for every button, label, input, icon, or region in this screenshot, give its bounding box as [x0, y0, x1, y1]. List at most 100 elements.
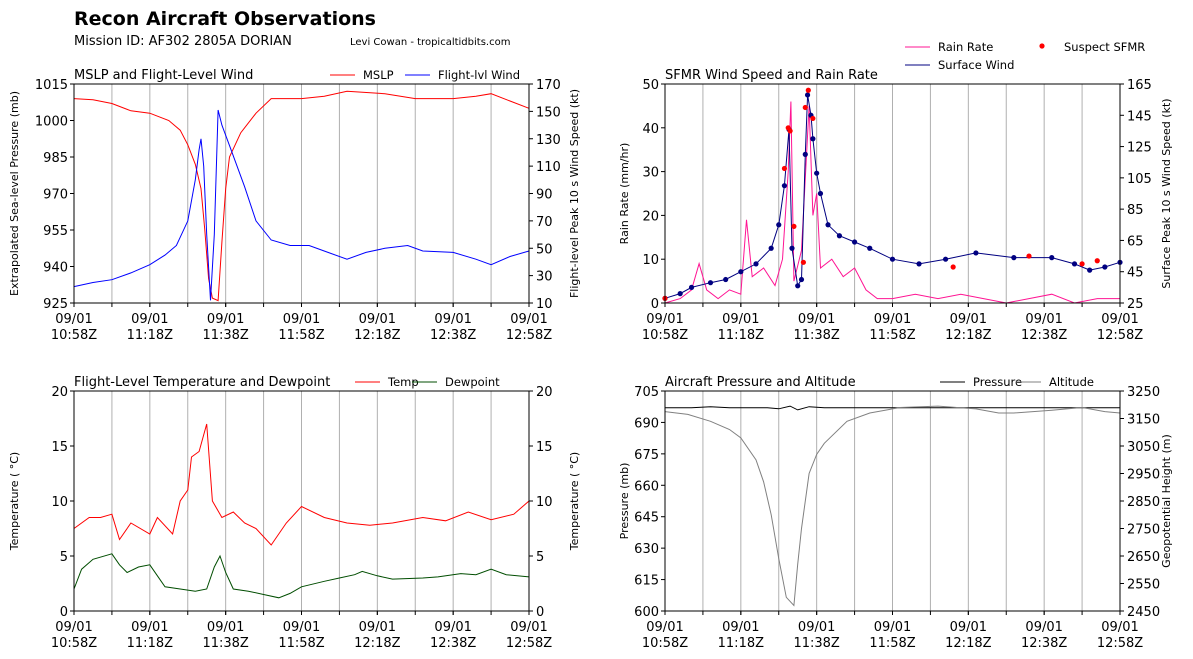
y-axis-label: Pressure (mb)	[618, 463, 631, 540]
x-tick-label: 09/01 11:18Z	[127, 620, 173, 651]
y-tick-label: 600	[634, 605, 659, 620]
chart-panel-1: 09/01 10:58Z 09/01 11:18Z 09/01 11:38Z 09/01 11…	[8, 68, 581, 343]
y-tick-label: 20	[51, 385, 68, 400]
suspect-sfmr-point	[787, 128, 793, 134]
suspect-sfmr-point	[1026, 253, 1032, 259]
y2-axis-label: Flight-level Peak 10 s Wind Speed (kt)	[568, 89, 581, 298]
y-tick-label: 30	[642, 166, 659, 181]
y2-tick-label: 2850	[1127, 495, 1160, 510]
y-tick-label: 1015	[35, 78, 68, 93]
series-line-surface-wind	[664, 94, 1121, 299]
surface-wind-point	[1087, 267, 1093, 273]
y-tick-label: 40	[642, 122, 659, 137]
y2-tick-label: 70	[536, 215, 553, 230]
surface-wind-point	[753, 261, 759, 267]
y2-tick-label: 5	[536, 550, 544, 565]
x-tick-label: 09/01 11:58Z	[869, 620, 915, 651]
y-tick-label: 630	[634, 542, 659, 557]
x-tick-label: 09/01 11:18Z	[127, 312, 173, 343]
legend-label: Temp	[387, 375, 419, 389]
legend: MSLP Flight-lvl Wind	[330, 68, 520, 82]
x-tick-label: 09/01 11:38Z	[202, 620, 248, 651]
surface-wind-point	[1049, 255, 1055, 261]
x-tick-label: 09/01 12:38Z	[1021, 620, 1067, 651]
x-tick-label: 09/01 12:18Z	[354, 312, 400, 343]
y2-tick-label: 90	[536, 188, 553, 203]
surface-wind-point	[802, 151, 808, 157]
y2-tick-label: 3050	[1127, 440, 1160, 455]
suspect-sfmr-point	[800, 259, 806, 265]
surface-wind-point	[851, 239, 858, 245]
y2-tick-label: 3150	[1127, 413, 1160, 428]
series-line-dewpoint	[73, 553, 530, 599]
series-line-flight-lvl-wind	[73, 109, 530, 301]
y-tick-label: 690	[634, 416, 659, 431]
y2-axis-label: Temperature ( °C)	[568, 452, 581, 551]
y2-tick-label: 145	[1127, 109, 1152, 124]
y2-axis-label: Geopotential Height (m)	[1160, 434, 1173, 568]
suspect-sfmr-point	[791, 223, 797, 229]
y-axis-label: Rain Rate (mm/hr)	[618, 143, 631, 245]
y-tick-label: 15	[51, 440, 68, 455]
surface-wind-point	[867, 245, 873, 251]
x-tick-label: 09/01 12:38Z	[430, 312, 476, 343]
y2-tick-label: 170	[536, 78, 561, 93]
x-tick-label: 09/01 12:38Z	[430, 620, 476, 651]
y-tick-label: 985	[43, 151, 68, 166]
surface-wind-point	[825, 222, 831, 228]
legend-label: Surface Wind	[938, 58, 1014, 72]
panel-title: MSLP and Flight-Level Wind	[74, 68, 253, 83]
x-tick-label: 09/01 12:58Z	[506, 312, 552, 343]
y2-tick-label: 2450	[1127, 605, 1160, 620]
y2-tick-label: 125	[1127, 141, 1152, 156]
series-line-pressure	[665, 405, 1120, 411]
legend-label: Altitude	[1049, 375, 1094, 389]
x-tick-label: 09/01 11:38Z	[793, 312, 839, 343]
y-tick-label: 5	[60, 550, 68, 565]
y2-tick-label: 45	[1127, 266, 1144, 281]
surface-wind-point	[817, 190, 824, 197]
series-line-mslp	[73, 90, 530, 302]
y2-tick-label: 15	[536, 440, 553, 455]
chart-panel-3: 09/01 10:58Z 09/01 11:18Z 09/01 11:38Z 09/01 11…	[8, 375, 581, 651]
y2-tick-label: 2950	[1127, 468, 1160, 483]
legend-label: Rain Rate	[938, 40, 993, 54]
suspect-sfmr-point	[950, 264, 956, 270]
x-tick-label: 09/01 10:58Z	[642, 312, 688, 343]
x-tick-label: 09/01 11:18Z	[718, 312, 764, 343]
legend: Rain Rate Surface Wind Suspect SFMR	[905, 40, 1145, 72]
x-tick-label: 09/01 11:58Z	[278, 312, 324, 343]
surface-wind-point	[942, 256, 949, 262]
y-tick-label: 955	[43, 224, 68, 239]
legend-label: Pressure	[973, 375, 1022, 389]
y-tick-label: 645	[634, 511, 659, 526]
surface-wind-point	[798, 276, 805, 283]
y-tick-label: 10	[51, 495, 68, 510]
surface-wind-point	[781, 183, 788, 189]
x-tick-label: 09/01 11:18Z	[718, 620, 764, 651]
x-tick-label: 09/01 11:38Z	[202, 312, 248, 343]
suspect-sfmr-point	[805, 87, 811, 93]
y-tick-label: 0	[651, 297, 659, 312]
y-tick-label: 0	[60, 605, 68, 620]
x-tick-label: 09/01 12:58Z	[1097, 620, 1143, 651]
surface-wind-point	[1102, 264, 1108, 270]
x-tick-label: 09/01 10:58Z	[642, 620, 688, 651]
y2-tick-label: 2650	[1127, 550, 1160, 565]
mission-id: Mission ID: AF302 2805A DORIAN	[74, 34, 292, 49]
y2-tick-label: 2550	[1127, 578, 1160, 593]
y2-tick-label: 130	[536, 133, 561, 148]
legend: Temp Dewpoint	[355, 375, 500, 389]
y2-tick-label: 10	[536, 495, 553, 510]
y2-tick-label: 30	[536, 270, 553, 285]
legend-label: Dewpoint	[445, 375, 500, 389]
y-tick-label: 50	[642, 78, 659, 93]
x-tick-label: 09/01 12:18Z	[354, 620, 400, 651]
surface-wind-point	[836, 233, 843, 239]
x-tick-label: 09/01 11:58Z	[869, 312, 915, 343]
y2-tick-label: 50	[536, 242, 553, 257]
y-tick-label: 660	[634, 479, 659, 494]
series-line-rain-rate	[664, 101, 1120, 304]
chart-panel-2: 09/01 10:58Z 09/01 11:18Z 09/01 11:38Z 09/01 11…	[618, 40, 1173, 343]
y-axis-label: Temperature ( °C)	[8, 452, 21, 551]
